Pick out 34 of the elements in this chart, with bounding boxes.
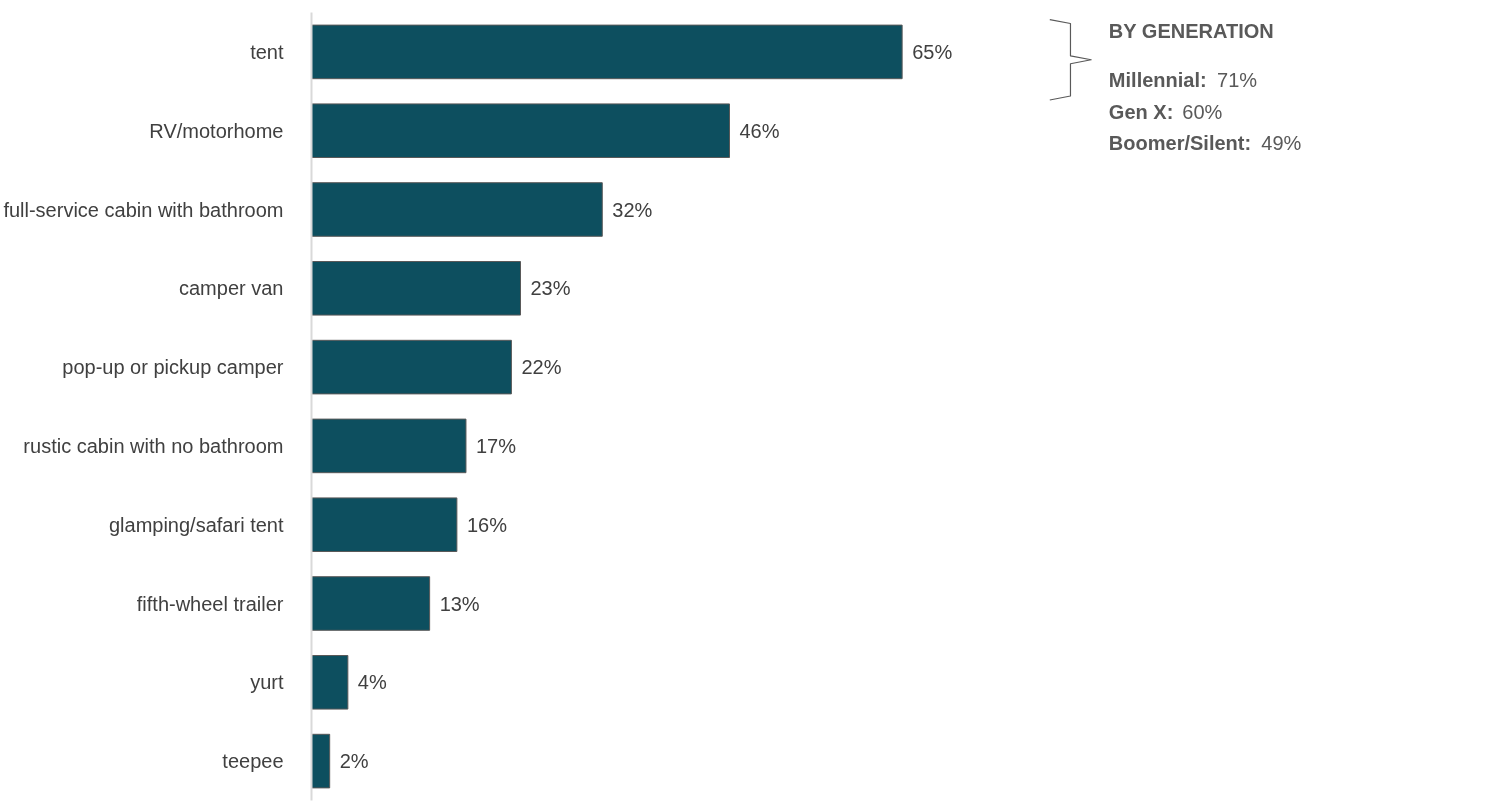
data-label: 46% [739,119,780,142]
y-tick-label: yurt [250,671,284,694]
bar [311,24,903,80]
y-tick-label: fifth-wheel trailer [136,592,284,615]
text: BY GENERATION [1108,20,1274,43]
bar [311,497,458,552]
bar [311,655,349,710]
text: Gen X: 60% [1108,100,1223,123]
data-label: 2% [339,750,369,773]
bar [311,733,331,789]
data-label: 4% [357,671,387,694]
data-label: 17% [475,434,517,457]
y-tick-label: rustic cabin with no bathroom [23,434,284,457]
y-tick-label: glamping/safari tent [108,513,284,536]
bar [311,576,431,631]
bar [311,182,603,237]
bar [311,339,512,395]
data-label: 22% [521,356,562,379]
y-tick-label: pop-up or pickup camper [62,356,284,379]
y-tick-label: RV/motorhome [149,119,284,142]
data-label: 13% [439,592,480,615]
data-label: 23% [530,277,571,300]
text: Boomer/Silent: 49% [1108,132,1302,155]
y-tick-label: tent [250,40,284,63]
bar [311,261,521,316]
y-tick-label: teepee [222,750,284,773]
bar [311,103,730,158]
y-tick-label: full-service cabin with bathroom [3,198,284,221]
data-label: 16% [466,513,508,536]
bar [311,418,467,474]
y-tick-label: camper van [179,277,284,300]
text: Millennial: 71% [1108,69,1258,92]
data-label: 32% [612,198,653,221]
data-label: 65% [912,40,953,63]
